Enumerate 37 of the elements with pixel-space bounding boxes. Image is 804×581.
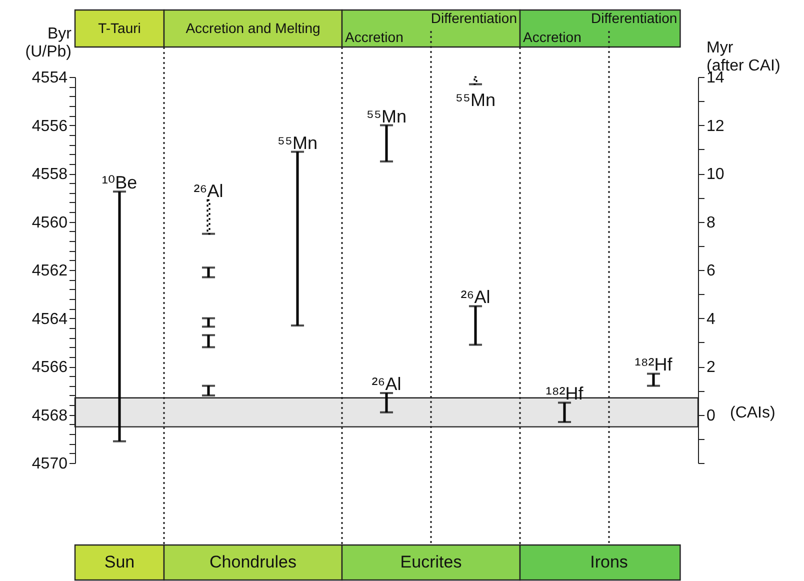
y2-tick-label: 6 [706, 262, 716, 280]
y-tick-label: 4566 [32, 359, 68, 376]
text: Differentiation [430, 10, 517, 26]
y2-tick-label: 0 [706, 407, 716, 424]
y2-tick-label: 12 [706, 118, 724, 135]
x-tick-label: Sun [104, 552, 135, 572]
y-tick-label: 4564 [32, 310, 68, 328]
y2-tick-label: 10 [706, 166, 724, 183]
series-label: ¹⁸²Hf [634, 354, 674, 375]
y-tick-label: 4568 [32, 407, 68, 424]
series-label: ²⁶Al [372, 374, 402, 394]
series-label: ⁵⁵Mn [366, 106, 406, 126]
x-tick-label: Irons [590, 552, 628, 572]
x-tick-label: Chondrules [210, 552, 296, 572]
y-tick-label: 4558 [32, 166, 68, 183]
x-tick-label: Eucrites [400, 552, 462, 572]
text: Accretion and Melting [186, 20, 320, 36]
series-label: ⁵⁵Mn [278, 132, 318, 153]
text: Accretion [345, 29, 404, 45]
y-tick-label: 4570 [32, 456, 68, 472]
text: T-Tauri [98, 20, 141, 36]
text: Accretion [523, 29, 582, 45]
y2-tick-label: 8 [706, 214, 716, 232]
y-tick-label: 4556 [32, 118, 68, 135]
y-axis-title: Byr (U/Pb) [25, 26, 72, 60]
series-label: ¹⁰Be [102, 172, 138, 193]
text: Differentiation [591, 10, 678, 26]
y-tick-label: 4560 [32, 214, 68, 232]
y2-tick-label: 4 [706, 310, 716, 328]
y2-tick-label: 2 [706, 359, 716, 376]
legend-label: ⁵⁵Mn [456, 90, 496, 110]
series-label: ²⁶Al [460, 287, 490, 308]
series-label: ²⁶Al [194, 181, 224, 202]
y2-axis-title: Myr (after CAI) [706, 40, 780, 74]
band-label: (CAIs) [730, 404, 776, 422]
y-tick-label: 4562 [32, 262, 68, 280]
y-tick-label: 4554 [32, 70, 68, 86]
